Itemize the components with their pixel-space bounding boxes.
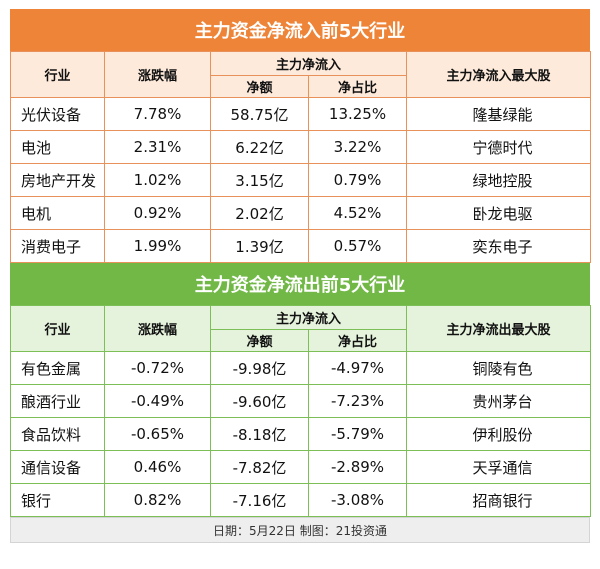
table-row: 消费电子 1.99% 1.39亿 0.57% 奕东电子 [10, 229, 592, 263]
industry-cell: 银行 [10, 483, 105, 517]
top-stock-cell: 隆基绿能 [406, 97, 592, 131]
outflow-title: 主力资金净流出前5大行业 [10, 263, 590, 305]
industry-cell: 电机 [10, 196, 105, 230]
net-amount-cell: -9.60亿 [210, 384, 309, 418]
net-amount-cell: 6.22亿 [210, 130, 309, 164]
inflow-header-top-stock: 主力净流入最大股 [406, 51, 592, 98]
table-row: 食品饮料 -0.65% -8.18亿 -5.79% 伊利股份 [10, 417, 592, 451]
inflow-title: 主力资金净流入前5大行业 [10, 9, 590, 51]
outflow-header-row: 行业 涨跌幅 主力净流入 主力净流出最大股 [10, 305, 592, 352]
net-amount-cell: 58.75亿 [210, 97, 309, 131]
industry-cell: 通信设备 [10, 450, 105, 484]
outflow-subheader-row: 净额 净占比 [11, 329, 591, 352]
industry-cell: 食品饮料 [10, 417, 105, 451]
outflow-header-change: 涨跌幅 [104, 305, 211, 352]
outflow-header-top-stock: 主力净流出最大股 [406, 305, 592, 352]
change-cell: -0.49% [104, 384, 211, 418]
change-cell: -0.65% [104, 417, 211, 451]
net-amount-cell: 1.39亿 [210, 229, 309, 263]
net-ratio-cell: -4.97% [307, 351, 408, 385]
net-ratio-cell: -7.23% [307, 384, 408, 418]
net-amount-cell: 3.15亿 [210, 163, 309, 197]
industry-cell: 酿酒行业 [10, 384, 105, 418]
top-stock-cell: 奕东电子 [406, 229, 592, 263]
table-row: 有色金属 -0.72% -9.98亿 -4.97% 铜陵有色 [10, 351, 592, 385]
inflow-header-change: 涨跌幅 [104, 51, 211, 98]
top-stock-cell: 宁德时代 [406, 130, 592, 164]
change-cell: 0.82% [104, 483, 211, 517]
table-row: 银行 0.82% -7.16亿 -3.08% 招商银行 [10, 483, 592, 517]
top-stock-cell: 招商银行 [406, 483, 592, 517]
net-ratio-cell: -5.79% [307, 417, 408, 451]
industry-cell: 电池 [10, 130, 105, 164]
top-stock-cell: 卧龙电驱 [406, 196, 592, 230]
inflow-header-net-ratio: 净占比 [307, 75, 408, 98]
outflow-header-net-ratio: 净占比 [307, 329, 408, 352]
industry-cell: 有色金属 [10, 351, 105, 385]
net-amount-cell: -7.82亿 [210, 450, 309, 484]
table-row: 房地产开发 1.02% 3.15亿 0.79% 绿地控股 [10, 163, 592, 197]
inflow-header-row: 行业 涨跌幅 主力净流入 主力净流入最大股 [10, 51, 592, 98]
change-cell: -0.72% [104, 351, 211, 385]
net-amount-cell: -7.16亿 [210, 483, 309, 517]
table-row: 电池 2.31% 6.22亿 3.22% 宁德时代 [10, 130, 592, 164]
net-amount-cell: -8.18亿 [210, 417, 309, 451]
outflow-header-industry: 行业 [10, 305, 105, 352]
inflow-table: 行业 涨跌幅 主力净流入 主力净流入最大股 净额 净占比 光伏设备 7.78% … [10, 51, 592, 263]
change-cell: 0.92% [104, 196, 211, 230]
net-ratio-cell: 0.57% [307, 229, 408, 263]
inflow-header-net-amount: 净额 [210, 75, 309, 98]
table-row: 光伏设备 7.78% 58.75亿 13.25% 隆基绿能 [10, 97, 592, 131]
top-stock-cell: 绿地控股 [406, 163, 592, 197]
inflow-subheader-row: 净额 净占比 [11, 75, 591, 98]
net-ratio-cell: 13.25% [307, 97, 408, 131]
net-ratio-cell: 4.52% [307, 196, 408, 230]
top-stock-cell: 天孚通信 [406, 450, 592, 484]
outflow-header-net-amount: 净额 [210, 329, 309, 352]
industry-cell: 消费电子 [10, 229, 105, 263]
top-stock-cell: 伊利股份 [406, 417, 592, 451]
table-row: 电机 0.92% 2.02亿 4.52% 卧龙电驱 [10, 196, 592, 230]
change-cell: 2.31% [104, 130, 211, 164]
table-row: 酿酒行业 -0.49% -9.60亿 -7.23% 贵州茅台 [10, 384, 592, 418]
change-cell: 1.02% [104, 163, 211, 197]
change-cell: 1.99% [104, 229, 211, 263]
footer-credit: 日期：5月22日 制图：21投资通 [10, 517, 590, 543]
net-ratio-cell: 3.22% [307, 130, 408, 164]
net-ratio-cell: 0.79% [307, 163, 408, 197]
outflow-table: 行业 涨跌幅 主力净流入 主力净流出最大股 净额 净占比 有色金属 -0.72%… [10, 305, 592, 517]
outflow-header-main-net: 主力净流入 [209, 305, 408, 330]
top-stock-cell: 贵州茅台 [406, 384, 592, 418]
change-cell: 0.46% [104, 450, 211, 484]
top-stock-cell: 铜陵有色 [406, 351, 592, 385]
industry-cell: 光伏设备 [10, 97, 105, 131]
inflow-header-industry: 行业 [10, 51, 105, 98]
net-amount-cell: -9.98亿 [210, 351, 309, 385]
table-row: 通信设备 0.46% -7.82亿 -2.89% 天孚通信 [10, 450, 592, 484]
infographic: 主力资金净流入前5大行业 行业 涨跌幅 主力净流入 主力净流入最大股 净额 净占… [10, 9, 592, 543]
net-amount-cell: 2.02亿 [210, 196, 309, 230]
net-ratio-cell: -3.08% [307, 483, 408, 517]
inflow-header-main-net: 主力净流入 [209, 51, 408, 76]
net-ratio-cell: -2.89% [307, 450, 408, 484]
change-cell: 7.78% [104, 97, 211, 131]
industry-cell: 房地产开发 [10, 163, 105, 197]
